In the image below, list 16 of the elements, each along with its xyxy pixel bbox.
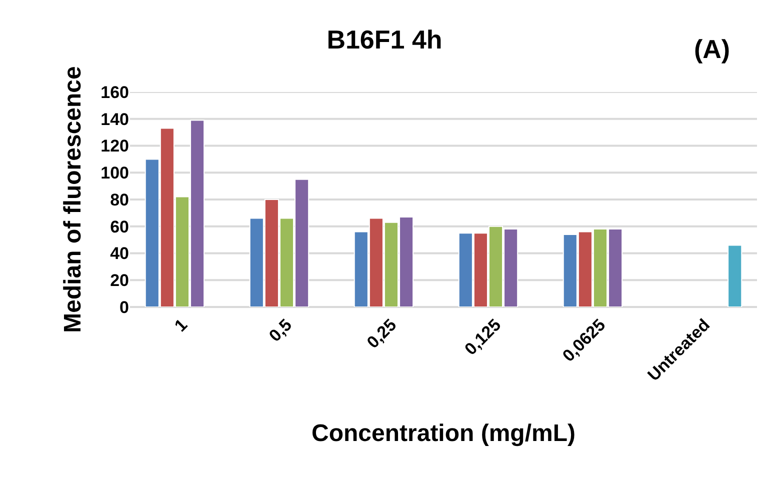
text: (A) [694,34,730,64]
chart-title: B16F1 4h [326,24,442,54]
y-tick-label: 60 [110,217,129,236]
x-tick-label: 1 [170,315,192,336]
y-tick-label: 120 [100,136,129,156]
x-tick-label: 0,5 [265,315,296,346]
y-tick-label: 140 [100,110,129,129]
y-tick-label: 20 [110,271,129,290]
y-tick-label: 80 [110,190,129,210]
y-axis-title: Median of fluorescence [60,66,87,333]
y-tick-label: 0 [120,298,129,317]
y-tick-label: 160 [100,82,129,102]
y-tick-label: 40 [110,244,129,264]
bar [728,244,742,307]
x-axis-title: Concentration (mg/mL) [312,420,576,448]
y-tick-label: 100 [100,164,129,183]
